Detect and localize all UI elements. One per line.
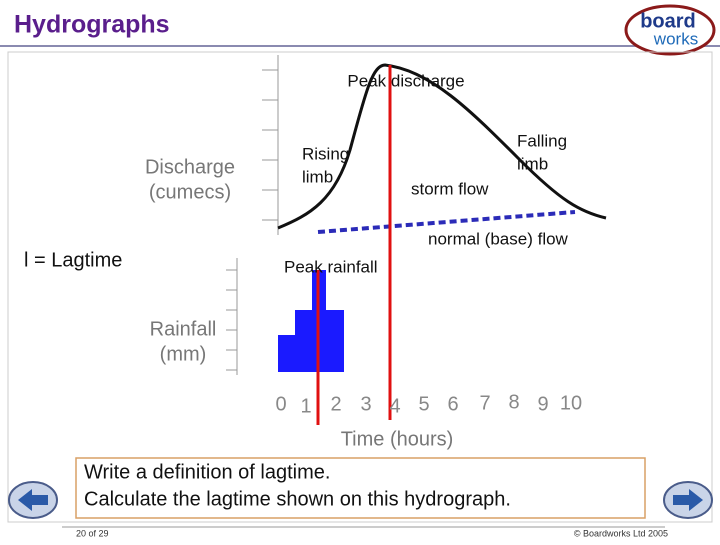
x-tick-label: 7: [479, 392, 490, 414]
x-tick-label: 3: [360, 393, 371, 415]
slide-frame: [7, 51, 713, 523]
axis-label: Rainfall: [150, 318, 217, 340]
annotation: limb: [517, 154, 548, 173]
axis-label: Time (hours): [341, 428, 454, 450]
logo-text: works: [653, 29, 698, 48]
axis-label: Discharge: [145, 156, 235, 178]
annotation: Peak rainfall: [284, 257, 378, 276]
axis-label: (mm): [160, 343, 207, 365]
x-tick-label: 1: [300, 395, 311, 417]
page-number: 20 of 29: [76, 528, 109, 538]
annotation: normal (base) flow: [428, 229, 569, 248]
axis-label: (cumecs): [149, 181, 231, 203]
annotation: Falling: [517, 131, 567, 150]
axes: [226, 55, 279, 375]
annotation: Peak discharge: [347, 71, 464, 90]
x-tick-label: 8: [508, 391, 519, 413]
annotation: l = Lagtime: [24, 249, 122, 271]
task-text: Write a definition of lagtime.: [84, 461, 330, 483]
slide-title: Hydrographs: [14, 11, 170, 39]
logo-ring: [624, 4, 716, 56]
task-box: [75, 457, 646, 519]
base-flow-line: [317, 210, 576, 234]
nav-back[interactable]: [8, 481, 58, 519]
copyright: © Boardworks Ltd 2005: [574, 528, 668, 538]
x-tick-label: 4: [389, 395, 400, 417]
rainfall-bars: [278, 270, 344, 372]
x-tick-label: 5: [418, 393, 429, 415]
x-tick-label: 6: [447, 393, 458, 415]
logo: board works: [624, 4, 716, 56]
annotation: storm flow: [411, 179, 489, 198]
annotation: limb: [302, 167, 333, 186]
task-text: Calculate the lagtime shown on this hydr…: [84, 488, 511, 510]
x-tick-label: 10: [560, 392, 582, 414]
annotation: Rising: [302, 144, 349, 163]
x-tick-label: 0: [275, 393, 286, 415]
x-tick-label: 9: [537, 393, 548, 415]
logo-text: board: [640, 10, 696, 32]
x-tick-label: 2: [330, 393, 341, 415]
nav-forward[interactable]: [663, 481, 713, 519]
